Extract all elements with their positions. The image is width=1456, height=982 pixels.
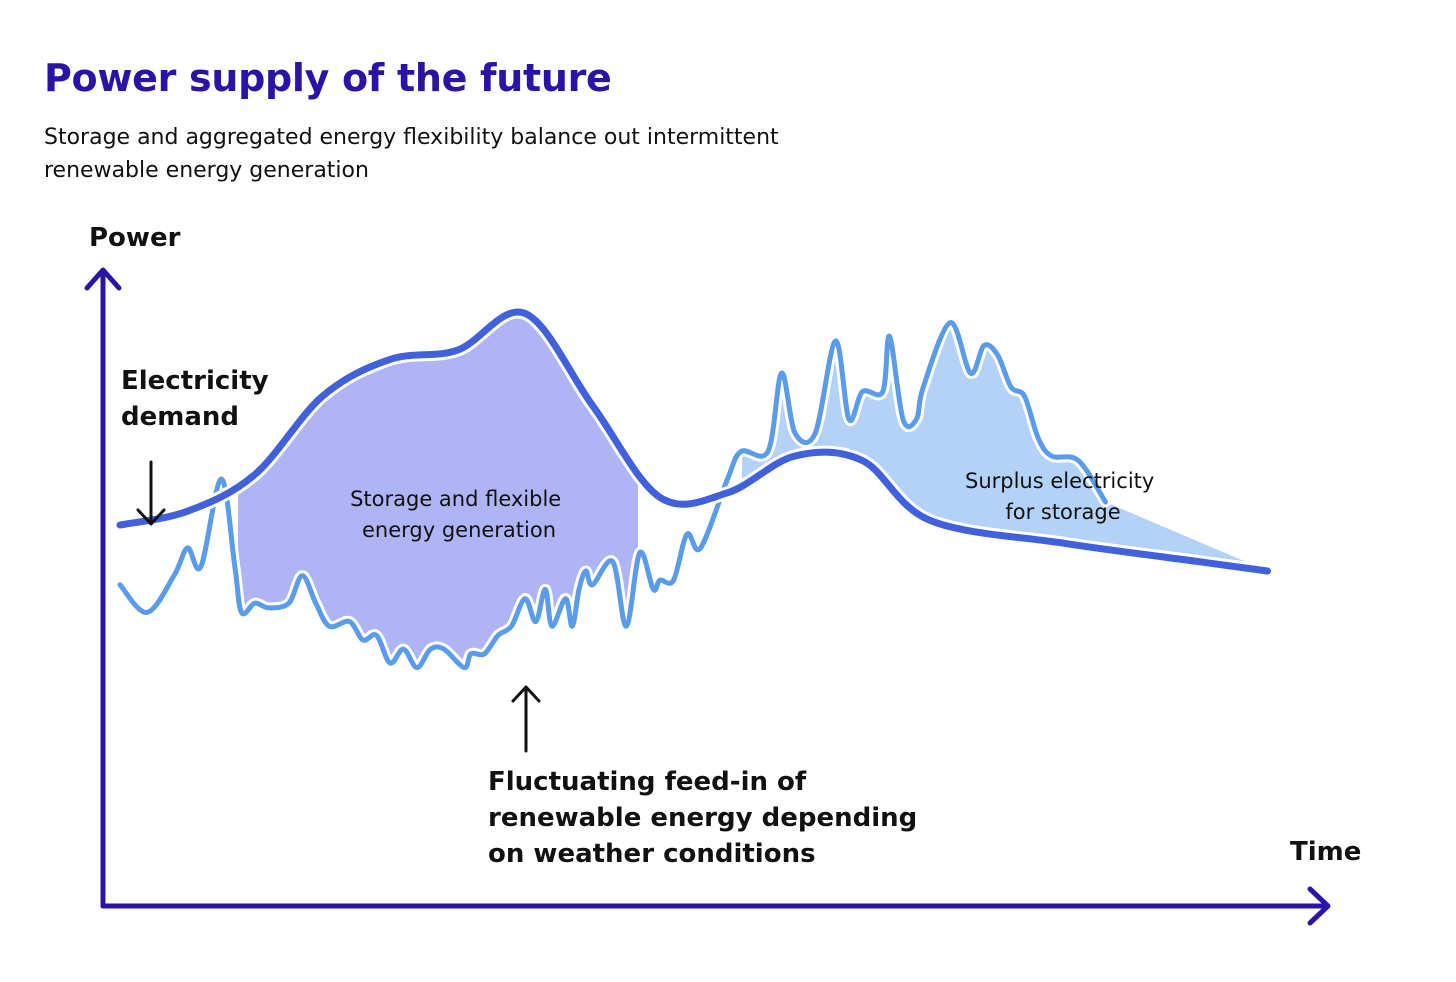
demand-annotation-line-1: Electricity [121,366,269,396]
renewable-annotation-arrow [511,685,541,753]
x-axis-label: Time [1290,837,1361,867]
renewable-annotation-line-2: renewable energy depending [488,803,917,833]
axes [84,267,1331,926]
deficit-region-label: Storage and flexible energy generation [350,487,568,542]
renewable-line [117,320,1108,671]
y-axis-label: Power [89,223,181,253]
x-axis-arrowhead [1307,886,1331,926]
series-lines [113,305,1274,674]
surplus-region-label-line-1: Surplus electricity [965,469,1154,493]
deficit-region-label-line-1: Storage and flexible [350,487,561,511]
surplus-region-label: Surplus electricity for storage [965,469,1161,524]
demand-annotation-arrow [136,460,166,526]
demand-annotation-line-2: demand [121,402,239,432]
chart-subtitle: Storage and aggregated energy flexibilit… [44,121,944,187]
subtitle-line-2: renewable energy generation [44,158,369,183]
renewable-annotation-line-1: Fluctuating feed-in of [488,767,807,797]
deficit-area [238,311,638,668]
surplus-region-label-line-2: for storage [1005,500,1120,524]
demand-line [116,308,1271,575]
chart-title: Power supply of the future [44,56,612,100]
surplus-area [742,322,1268,571]
deficit-region-label-line-2: energy generation [362,518,556,542]
demand-annotation: Electricity demand [121,366,278,432]
y-axis-arrowhead [84,267,122,291]
renewable-annotation-line-3: on weather conditions [488,839,816,869]
regions [238,311,1268,668]
renewable-annotation: Fluctuating feed-in of renewable energy … [488,767,926,869]
subtitle-line-1: Storage and aggregated energy flexibilit… [44,125,779,150]
